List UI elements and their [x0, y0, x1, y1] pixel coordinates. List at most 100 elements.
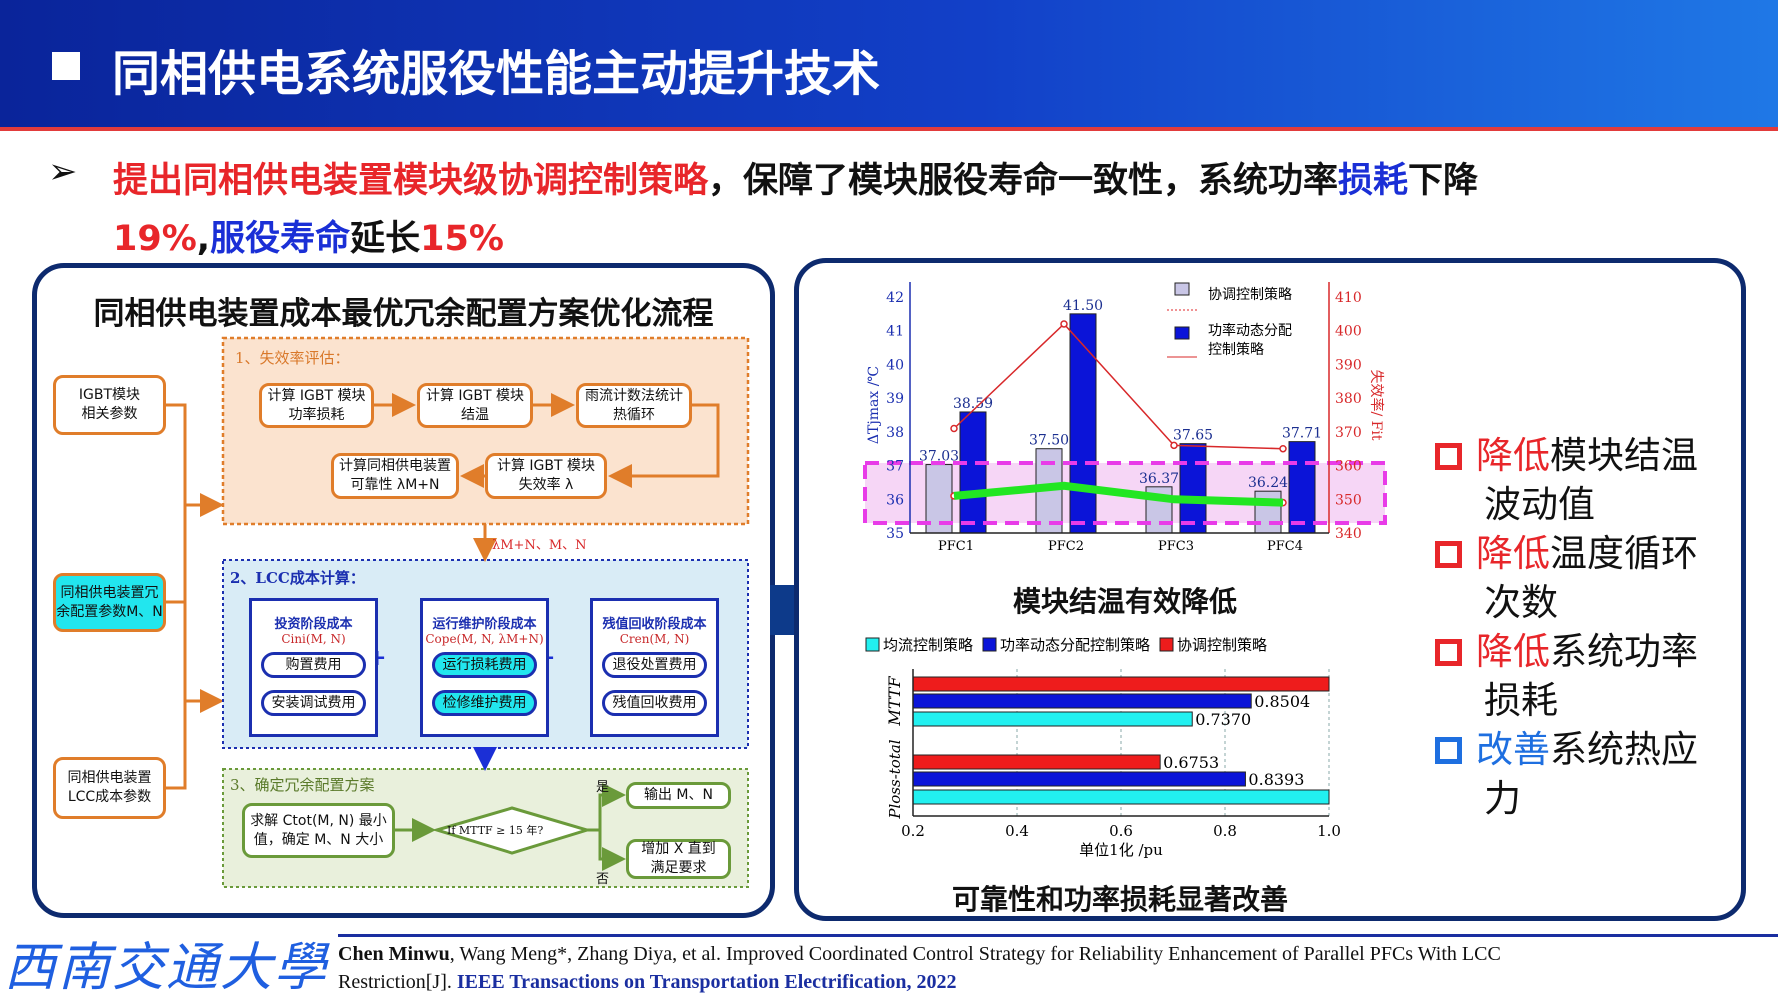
text: ，保障了模块服役寿命一致性，系统功率: [708, 161, 1339, 201]
bar-label: 37.50: [1029, 433, 1069, 449]
y-tick-label: 37: [886, 459, 904, 475]
y-tick-label: 42: [886, 290, 904, 306]
results-panel: [794, 258, 1746, 921]
text: 系统热应: [1550, 728, 1698, 771]
benefit-item: 改善系统热应: [1435, 719, 1698, 773]
bar-label: 37.03: [919, 449, 959, 465]
x-tick-label: PFC2: [1048, 539, 1084, 554]
stage1-title: 1、失效率评估：: [235, 349, 350, 367]
input-lcc-params: 同相供电装置 LCC成本参数: [53, 757, 166, 819]
header-bar: 同相供电系统服役性能主动提升技术: [0, 0, 1778, 131]
step-power-loss: 计算 IGBT 模块 功率损耗: [259, 383, 374, 428]
checkbox-square-icon: [1435, 737, 1462, 764]
bar-label: 36.24: [1248, 475, 1288, 491]
university-logo: 西南交通大學: [4, 938, 329, 998]
y-tick-label: 35: [886, 526, 904, 542]
failure-rate-line: [953, 322, 1284, 450]
stage2-title: 2、LCC成本计算：: [230, 569, 365, 587]
bar: [1069, 313, 1097, 534]
line-point: [1060, 320, 1068, 328]
bar-label: 41.50: [1063, 298, 1103, 314]
bar-label: 37.71: [1282, 426, 1322, 442]
legend-swatch: [1174, 326, 1190, 340]
highlight: 改善: [1476, 728, 1550, 771]
group-title: 残值回收阶段成本: [602, 617, 707, 632]
link-label: λM+N、M、N: [492, 538, 587, 553]
hbar-label: 0.8504: [1254, 692, 1310, 711]
journal-name: IEEE Transactions on Transportation Elec…: [456, 971, 957, 993]
cost-item: 检修维护费用: [432, 690, 537, 716]
x-tick-label: 0.6: [1109, 822, 1133, 840]
highlight: 降低: [1476, 630, 1550, 673]
x-tick-label: PFC4: [1267, 539, 1303, 554]
y2-tick-label: 390: [1335, 357, 1362, 373]
text: 模块结温: [1550, 434, 1698, 477]
y2-tick-label: 370: [1335, 425, 1362, 441]
y-tick-label: 40: [886, 357, 904, 373]
legend-swatch: [982, 637, 997, 652]
text: 温度循环: [1550, 532, 1698, 575]
solve-min-cost: 求解 Ctot(M, N) 最小 值，确定 M、N 大小: [242, 803, 395, 858]
legend-label: 功率动态分配: [1208, 322, 1292, 339]
legend-label: 协调控制策略: [1177, 636, 1267, 654]
bullet-line-1: 提出同相供电装置模块级协调控制策略，保障了模块服役寿命一致性，系统功率损耗下降: [113, 152, 1478, 203]
highlight: 降低: [1476, 532, 1550, 575]
checkbox-square-icon: [1435, 639, 1462, 666]
output-mn: 输出 M、N: [626, 782, 731, 809]
text: 下降: [1408, 161, 1479, 201]
legend-label: 均流控制策略: [883, 636, 973, 654]
cost-item: 安装调试费用: [261, 690, 366, 716]
legend-label: 功率动态分配控制策略: [1000, 636, 1150, 654]
y2-tick-label: 360: [1335, 459, 1362, 475]
cost-group: 运行维护阶段成本 Cope(M, N, λM+N) 运行损耗费用 检修维护费用: [420, 598, 549, 737]
bar: [959, 411, 987, 534]
legend-label: 协调控制策略: [1208, 286, 1292, 303]
highlight-frame: [863, 461, 1387, 525]
x-tick-label: 0.4: [1005, 822, 1029, 840]
citation-line-1: Chen Minwu, Wang Meng*, Zhang Diya, et a…: [338, 943, 1501, 966]
y-axis-label: ΔTjmax /℃: [866, 366, 882, 444]
bullet-arrow-icon: ➢: [48, 152, 78, 192]
y2-tick-label: 340: [1335, 526, 1362, 542]
no-label: 否: [596, 872, 610, 887]
line-point: [950, 424, 958, 433]
text: 系统功率: [1550, 630, 1698, 673]
benefit-item-cont: 波动值: [1484, 483, 1595, 526]
cost-item: 退役处置费用: [602, 652, 707, 678]
y2-tick-label: 380: [1335, 391, 1362, 407]
legend-label: 控制策略: [1208, 341, 1264, 358]
title-square-icon: [52, 52, 80, 80]
category-label: MTTF: [885, 676, 904, 727]
checkbox-square-icon: [1435, 541, 1462, 568]
bar: [1179, 443, 1207, 534]
input-igbt-params: IGBT模块 相关参数: [53, 375, 166, 435]
benefit-item: 降低温度循环: [1435, 523, 1698, 577]
bar: [1254, 490, 1282, 534]
benefit-item: 降低模块结温: [1435, 425, 1698, 479]
benefit-item: 降低系统功率: [1435, 621, 1698, 675]
text: 提出同相供电装置模块级协调控制策略: [113, 161, 709, 201]
input-redundancy-params: 同相供电装置冗 余配置参数M、N: [53, 573, 166, 632]
trend-line: [953, 481, 1284, 507]
x-tick-label: 0.8: [1213, 822, 1237, 840]
cost-item: 购置费用: [261, 652, 366, 678]
hbar-label: 0.6753: [1163, 753, 1219, 772]
line-point: [1170, 441, 1178, 450]
hbar: [912, 676, 1330, 692]
cost-group: 投资阶段成本 Cini(M, N) 购置费用 安装调试费用: [249, 598, 378, 737]
bar-label: 37.65: [1173, 428, 1213, 444]
step-junction-temp: 计算 IGBT 模块 结温: [417, 383, 533, 428]
decision-diamond: [431, 806, 593, 855]
hbar: [912, 711, 1193, 727]
chart1-caption: 模块结温有效降低: [1012, 585, 1237, 618]
hbar: [912, 754, 1161, 770]
text: ,: [196, 219, 211, 259]
hbar-label: 0.8393: [1248, 770, 1304, 789]
category-label: Ploss-total: [886, 739, 904, 819]
cost-group: 残值回收阶段成本 Cren(M, N) 退役处置费用 残值回收费用: [590, 598, 719, 737]
flowchart-title: 同相供电装置成本最优冗余配置方案优化流程: [93, 296, 714, 332]
legend-swatch: [865, 637, 880, 652]
text: Restriction[J].: [338, 971, 457, 993]
text: 19%: [113, 219, 197, 259]
y-tick-label: 36: [886, 492, 904, 508]
